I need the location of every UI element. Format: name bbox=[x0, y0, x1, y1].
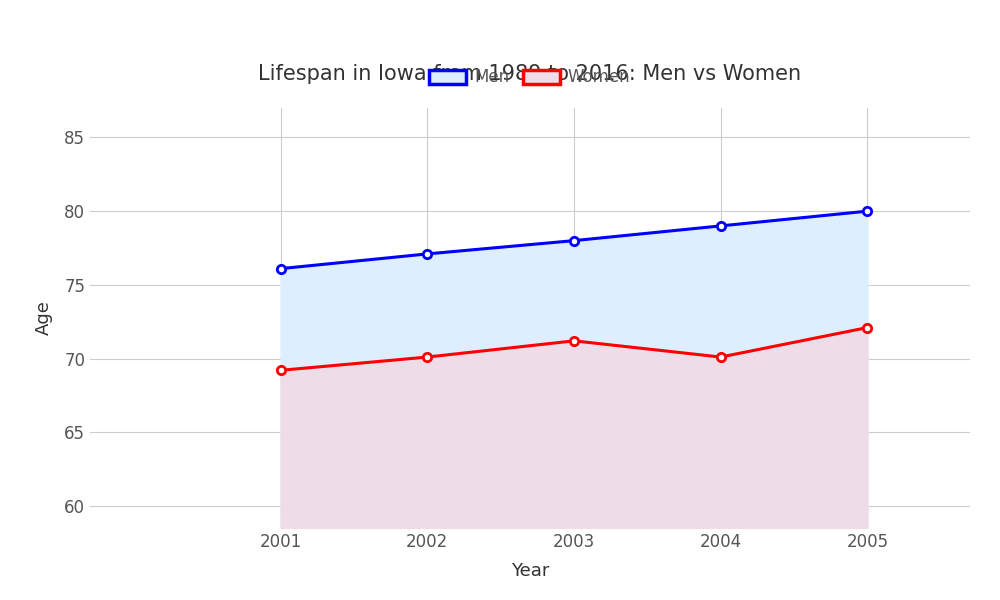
Legend: Men, Women: Men, Women bbox=[423, 62, 637, 93]
X-axis label: Year: Year bbox=[511, 562, 549, 580]
Y-axis label: Age: Age bbox=[35, 301, 53, 335]
Title: Lifespan in Iowa from 1989 to 2016: Men vs Women: Lifespan in Iowa from 1989 to 2016: Men … bbox=[258, 64, 802, 84]
